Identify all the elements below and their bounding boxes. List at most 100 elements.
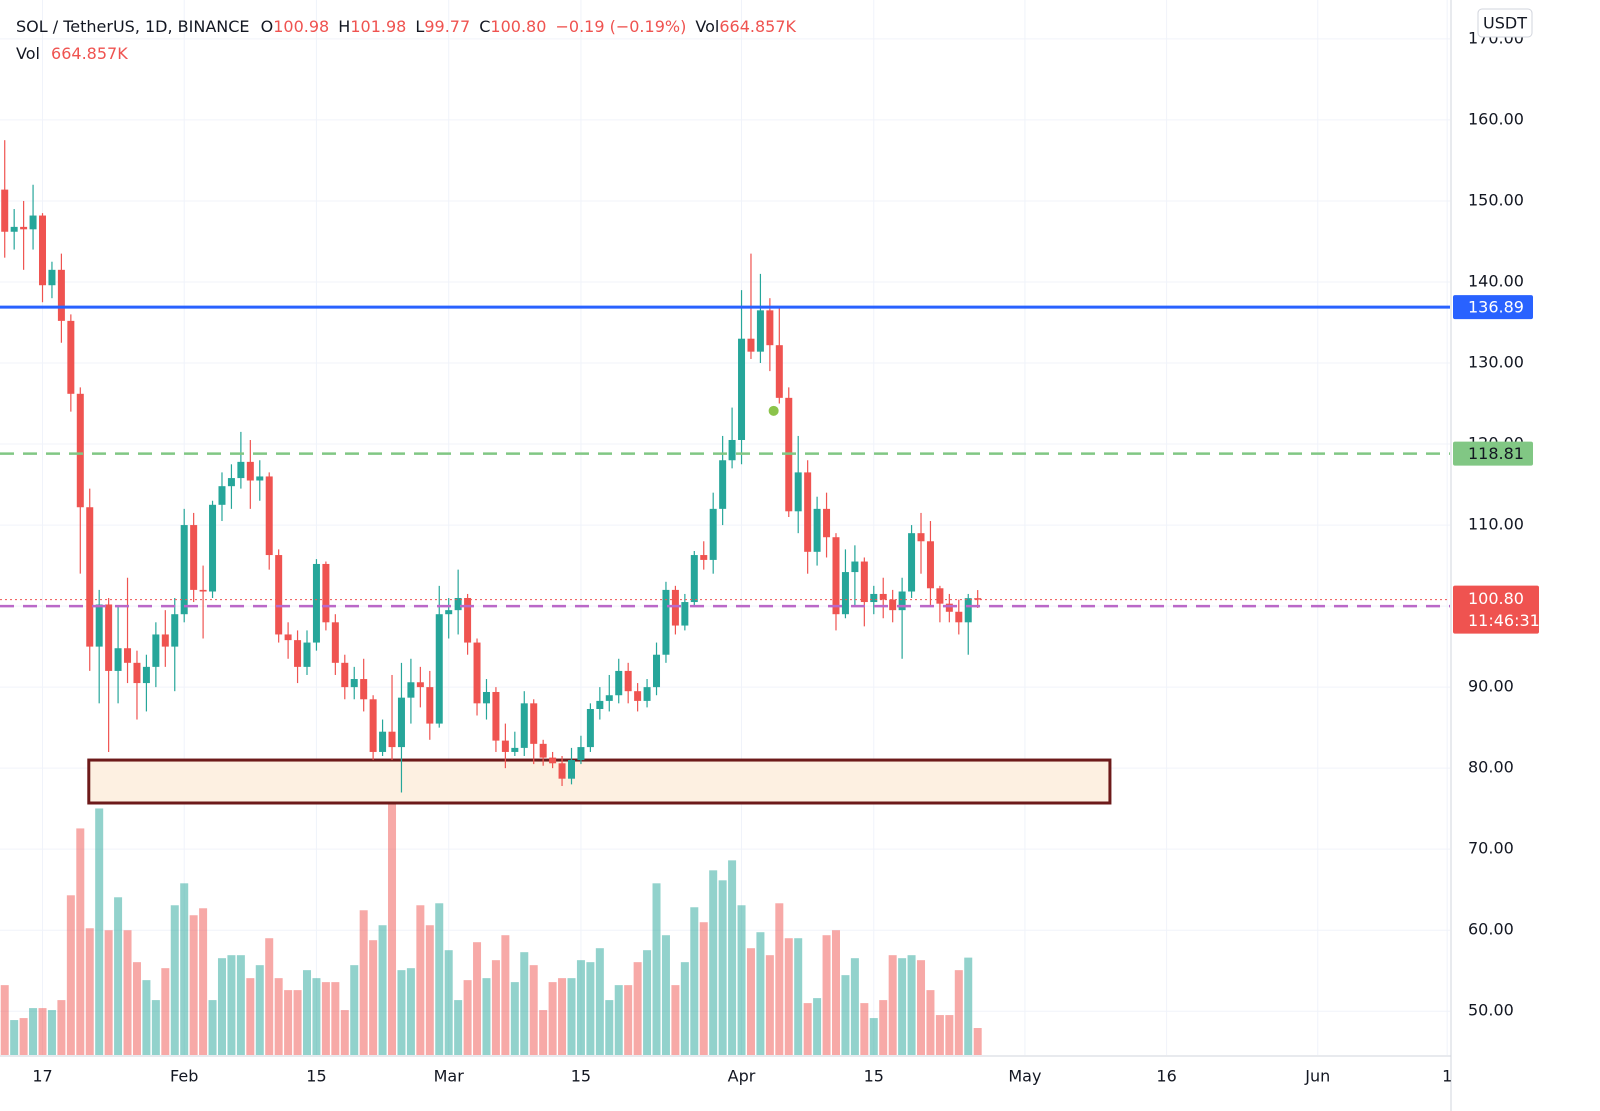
candle-body [870,593,878,603]
volume-bar [482,978,491,1055]
volume-bar [803,1003,812,1055]
volume-bar [652,883,661,1055]
candle-body [643,687,651,701]
volume-bar [435,903,444,1055]
candle-body [917,533,925,542]
candle-body [379,731,387,752]
volume-bar [567,978,576,1055]
vol-value: 664.857K [719,17,796,36]
volume-bar [340,1010,349,1055]
candle-body [152,634,160,667]
volume-bar [378,925,387,1055]
candle-body [889,599,897,611]
candle-body [209,504,217,592]
candle-body [671,589,679,626]
volume-bar [95,808,104,1055]
candle-body [794,472,802,512]
plot [0,140,1450,1055]
candle-body [275,555,283,635]
candle-body [284,634,292,641]
volume-bar [784,938,793,1055]
candle-body [511,747,519,752]
symbol: SOL / TetherUS, 1D, BINANCE [16,17,250,36]
candle-body [256,476,264,481]
last-price-badge [1453,585,1539,634]
candle-body [95,604,103,647]
volume-bar [151,1000,160,1055]
volume-bar [935,1015,944,1055]
y-tick-label: 60.00 [1468,920,1514,939]
candle-body [133,662,141,684]
candle-body [407,682,415,698]
candle-body [936,588,944,604]
candle-body [435,614,443,724]
x-tick-label: 15 [864,1067,884,1086]
candle-body [246,461,254,481]
candle-body [690,555,698,603]
volume-bar [10,1020,19,1055]
volume-bar [520,952,529,1055]
candle-body [530,703,538,744]
candle-body [719,460,727,509]
candle-body [832,537,840,615]
price-badge [1453,441,1533,466]
open-prefix: O [261,17,274,36]
y-tick-label: 50.00 [1468,1001,1514,1020]
volume-bar [898,958,907,1055]
support-zone [87,758,1112,805]
candle-body [57,269,65,321]
candle-body [218,486,226,505]
candle-body [294,640,302,667]
volume-bar [775,903,784,1055]
volume-bar [406,968,415,1055]
candle-body [171,614,179,647]
volume-bar [869,1018,878,1055]
candle-body [464,597,472,643]
candle-body [86,507,94,647]
open-value: 100.98 [273,17,329,36]
candle-body [898,591,906,611]
volume-bar [917,960,926,1055]
volume-bar [699,922,708,1055]
candle-body [350,679,358,688]
volume-bar [189,915,198,1055]
candle-body [445,610,453,615]
volume-bar [265,938,274,1055]
candle-body [662,589,670,655]
candle-body [199,589,207,592]
candle-body [964,598,972,623]
volume-bar [576,960,585,1055]
candle-body [615,670,623,696]
volume-bar [737,905,746,1055]
candle-body [67,320,75,394]
x-tick-label: 15 [571,1067,591,1086]
price-badge-label: 118.81 [1468,444,1524,463]
candle-body [76,393,84,508]
x-tick-label: 15 [306,1067,326,1086]
y-tick-label: 160.00 [1468,109,1524,128]
currency: USDT [1483,14,1527,33]
volume-bar [388,790,397,1055]
candle-body [549,757,557,764]
volume-bar [114,897,123,1055]
volume-bar [161,968,170,1055]
volume-bar [76,828,85,1055]
candle-body [520,703,528,748]
candle-body [265,476,273,556]
candle-body [105,604,113,671]
candle-body [974,598,982,600]
candle-body [813,508,821,552]
volume-bar [104,930,113,1055]
x-tick-label: Mar [434,1067,465,1086]
volume-bar [926,990,935,1055]
volume-bar [586,962,595,1055]
candle-body [114,648,122,671]
candle-body [738,338,746,440]
volume-bar [529,965,538,1055]
volume-bar [312,978,321,1055]
volume-bar [199,908,208,1055]
countdown: 11:46:31 [1468,611,1540,630]
candle-body [492,691,500,741]
candle-body [1,189,9,232]
